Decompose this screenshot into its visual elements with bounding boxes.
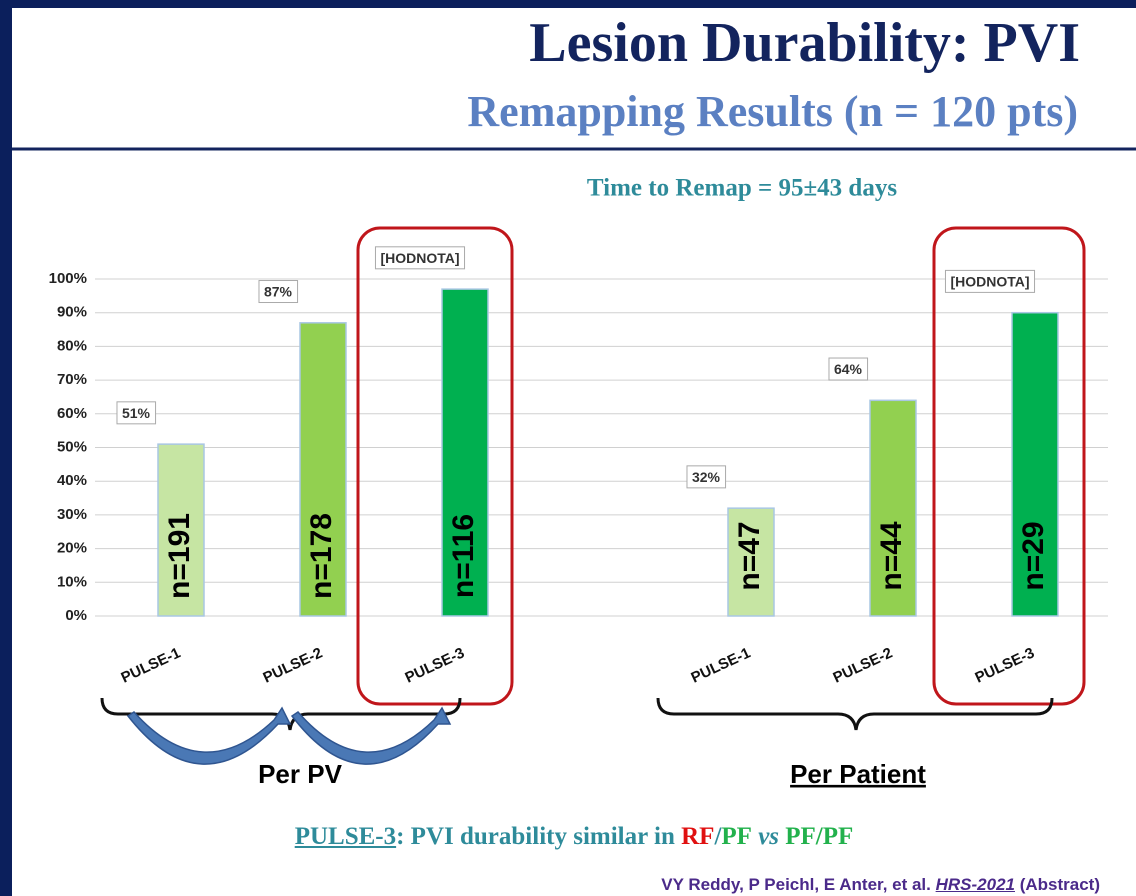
y-tick-label: 100% [49,270,87,287]
bar-annotation: n=178 [305,513,338,599]
x-tick-label: PULSE-1 [118,644,183,686]
citation-text: (Abstract) [1014,875,1100,894]
y-tick-label: 40% [57,472,87,489]
bar-annotation: n=47 [733,521,766,590]
y-tick-label: 70% [57,371,87,388]
footer-text: vs [751,823,786,850]
footer-text: : PVI durability similar in [396,823,682,850]
footer: PULSE-3: PVI durability similar in RF/PF… [12,823,1136,851]
slide-subtitle: Remapping Results (n = 120 pts) [467,87,1078,136]
value-label: 32% [692,469,721,485]
brace [100,697,462,731]
value-label: 64% [834,361,863,377]
y-tick-label: 30% [57,506,87,523]
bar-annotation: n=191 [163,513,196,599]
bar [727,507,775,617]
footer-text: PF [721,823,752,850]
arrow [290,706,452,765]
x-tick-label: PULSE-3 [402,644,467,686]
y-tick-label: 20% [57,540,87,557]
value-label-box [828,357,869,381]
value-label-box [686,465,727,489]
value-label: 51% [122,405,151,421]
value-label-box [116,401,157,425]
citation-text: HRS-2021 [935,875,1015,894]
y-tick-label: 90% [57,304,87,321]
bar-annotation: n=29 [1017,521,1050,590]
y-tick-label: 50% [57,438,87,455]
y-tick-label: 60% [57,405,87,422]
brace [656,697,1054,731]
citation-text: VY Reddy, P Peichl, E Anter, et al. [661,875,936,894]
x-tick-label: PULSE-2 [260,644,325,686]
group-label: Per Patient [790,759,926,789]
value-label: [HODNOTA] [950,273,1029,289]
slide-title: Lesion Durability: PVI [529,12,1080,74]
chart: Lesion Durability: PVI Remapping Results… [12,12,1136,789]
group-label: Per PV [258,759,342,789]
bar [1011,311,1059,617]
bar [299,322,347,617]
chart-title: Time to Remap = 95±43 days [587,175,897,202]
y-tick-label: 0% [65,607,87,624]
value-label-box [374,246,466,270]
bar [441,288,489,617]
slide: Lesion Durability: PVI Remapping Results… [12,8,1136,896]
arrow [126,706,292,765]
footer-text: PF/PF [785,823,854,850]
value-label-box [258,280,299,304]
y-tick-label: 80% [57,337,87,354]
value-label: 87% [264,284,293,300]
x-tick-label: PULSE-1 [688,644,753,686]
highlight-box [932,226,1086,706]
plot: 0% 10% 20% 30% 40% 50% 60% 70% 80% 90% 100% n=191 51… [49,246,1108,789]
footer-text: / [714,823,722,850]
footer-text: PULSE-3 [294,823,397,850]
bar-annotation: n=116 [447,514,480,598]
footer-text: RF [681,823,715,850]
y-tick-label: 10% [57,573,87,590]
citation: VY Reddy, P Peichl, E Anter, et al. HRS-… [661,875,1100,895]
value-label: [HODNOTA] [380,250,459,266]
bar [869,399,917,617]
bar [157,443,205,617]
highlight-box [356,226,514,706]
bar-annotation: n=44 [875,521,908,591]
x-tick-label: PULSE-2 [830,644,895,686]
x-tick-label: PULSE-3 [972,644,1037,686]
value-label-box [944,269,1036,293]
